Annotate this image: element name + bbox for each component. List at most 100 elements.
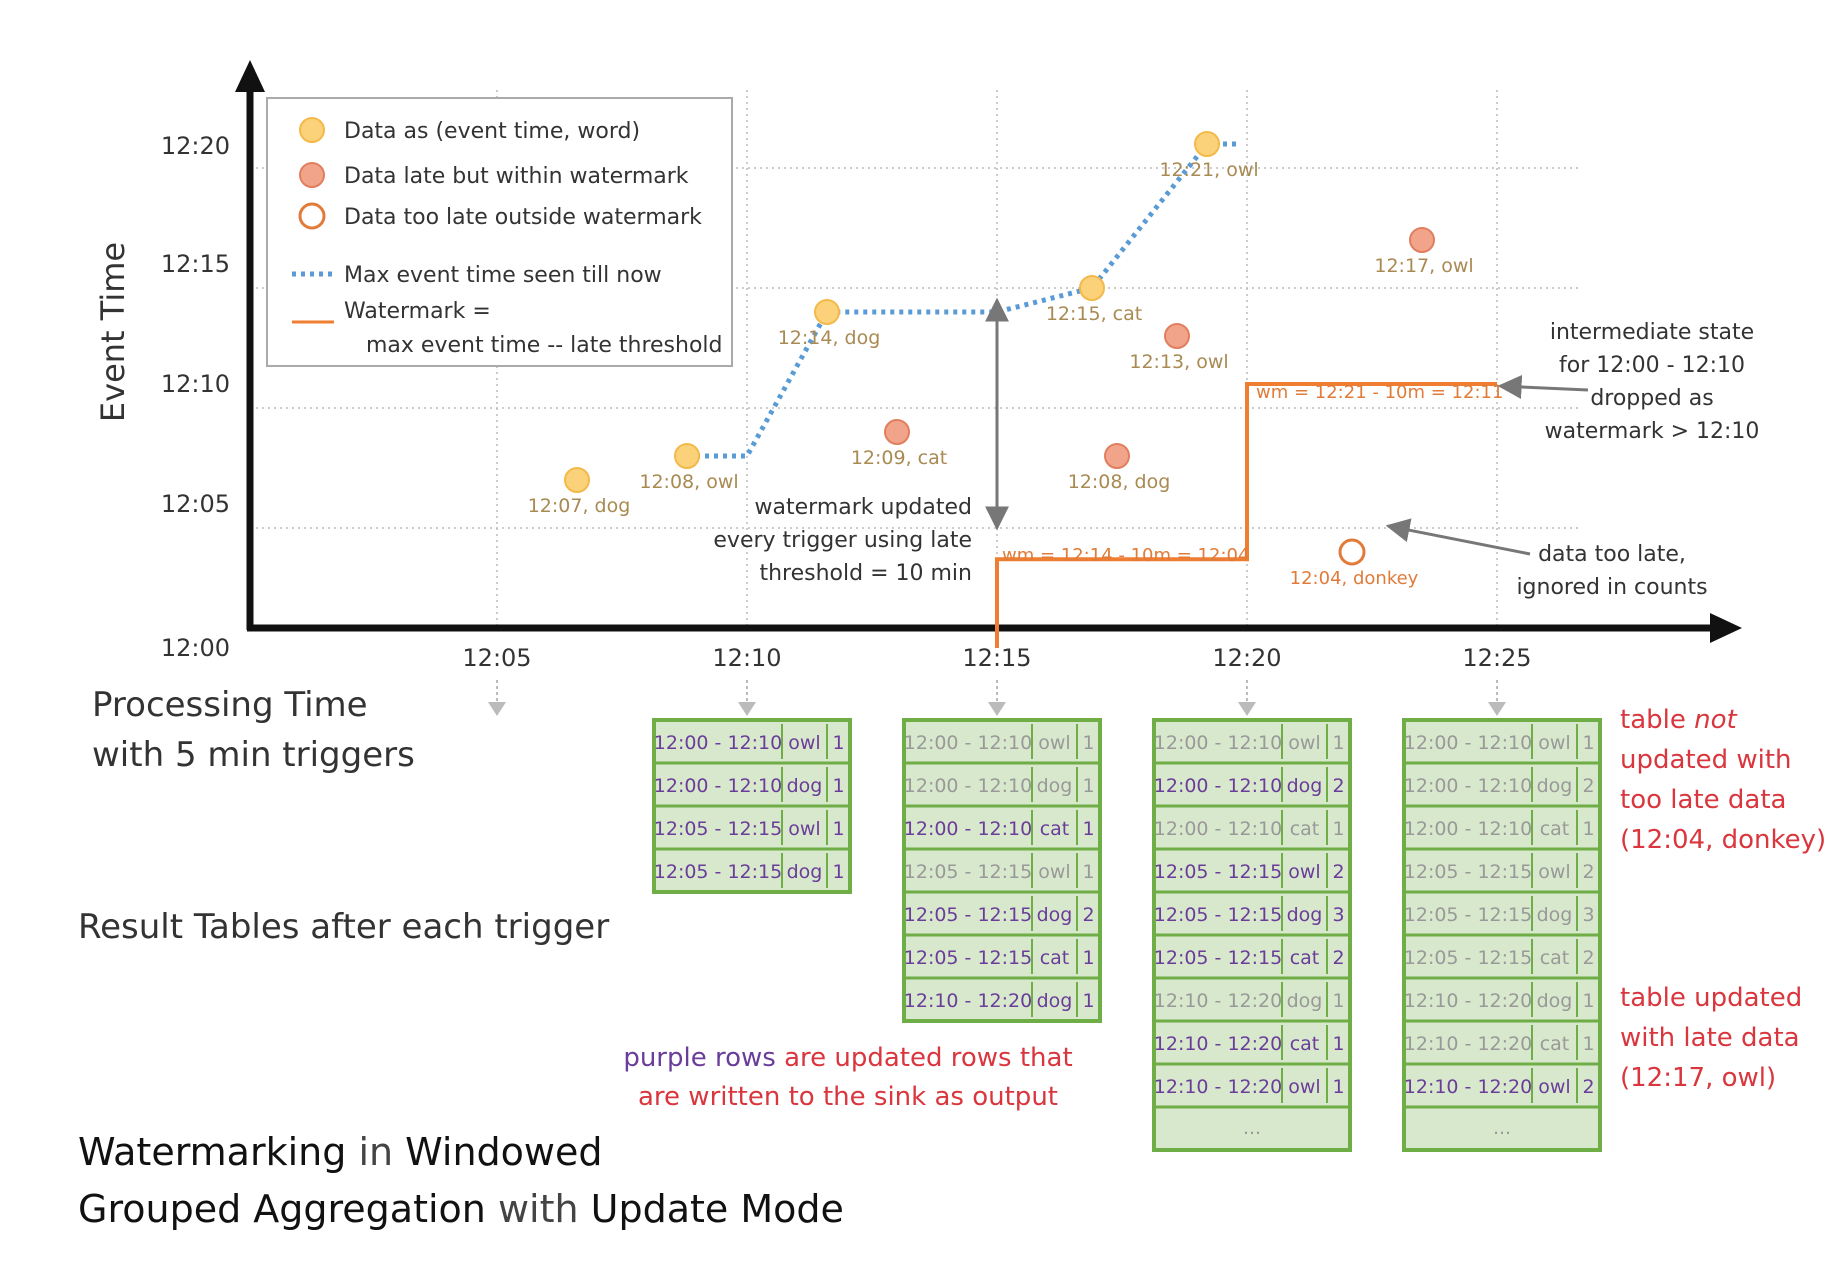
table-cell-window: 12:00 - 12:10 bbox=[654, 732, 782, 754]
table-cell-count: 3 bbox=[1332, 904, 1344, 926]
table-cell-word: owl bbox=[1538, 861, 1570, 883]
table-cell-word: cat bbox=[1290, 947, 1320, 969]
table-cell-count: 1 bbox=[1582, 1033, 1594, 1055]
table-cell-count: 2 bbox=[1582, 861, 1594, 883]
table-cell-window: 12:05 - 12:15 bbox=[904, 861, 1032, 883]
x-tick-label: 12:25 bbox=[1462, 644, 1531, 672]
table-cell-count: 2 bbox=[1582, 1076, 1594, 1098]
note-intermediate-state: for 12:00 - 12:10 bbox=[1559, 353, 1745, 378]
table-cell-count: 1 bbox=[1082, 947, 1094, 969]
data-point-label: 12:17, owl bbox=[1374, 255, 1473, 277]
table-cell-count: 1 bbox=[1332, 1076, 1344, 1098]
watermark-label-second: wm = 12:21 - 10m = 12:11 bbox=[1256, 382, 1503, 403]
table-cell-word: owl bbox=[1038, 732, 1070, 754]
note-table-not-updated: updated with bbox=[1620, 745, 1792, 775]
x-tick-label: 12:20 bbox=[1212, 644, 1281, 672]
x-axis-arrowhead bbox=[1710, 613, 1742, 643]
data-point-late bbox=[1164, 323, 1190, 349]
table-cell-word: cat bbox=[1290, 1033, 1320, 1055]
note-intermediate-state: watermark > 12:10 bbox=[1545, 419, 1760, 444]
table-cell-window: 12:00 - 12:10 bbox=[1154, 818, 1282, 840]
table-cell-count: 1 bbox=[1082, 990, 1094, 1012]
table-cell-word: owl bbox=[1538, 1076, 1570, 1098]
data-point-label: 12:21, owl bbox=[1159, 159, 1258, 181]
legend-label: max event time -- late threshold bbox=[366, 333, 723, 358]
table-cell-window: 12:05 - 12:15 bbox=[1404, 904, 1532, 926]
table-cell-count: 1 bbox=[832, 775, 844, 797]
table-cell-count: 1 bbox=[1332, 990, 1344, 1012]
note-table-updated: with late data bbox=[1620, 1023, 1800, 1053]
trigger-arrow-head bbox=[1488, 702, 1506, 716]
table-cell-word: cat bbox=[1540, 947, 1570, 969]
table-cell-count: 1 bbox=[1082, 732, 1094, 754]
data-point-label: 12:15, cat bbox=[1046, 303, 1142, 325]
table-cell-count: 1 bbox=[832, 861, 844, 883]
note-intermediate-state: dropped as bbox=[1590, 386, 1713, 411]
title-part: Grouped Aggregation bbox=[78, 1187, 486, 1231]
trigger-arrow-head bbox=[988, 702, 1006, 716]
note-text-italic: not bbox=[1694, 705, 1737, 735]
table-cell-window: 12:10 - 12:20 bbox=[1404, 1076, 1532, 1098]
y-axis-title: Event Time bbox=[94, 242, 132, 422]
title-part: with bbox=[486, 1187, 591, 1231]
table-cell-word: dog bbox=[1287, 990, 1323, 1012]
table-cell-count: 1 bbox=[1082, 775, 1094, 797]
table-cell-count: 1 bbox=[832, 732, 844, 754]
data-point-ontime bbox=[564, 467, 590, 493]
table-cell-window: 12:00 - 12:10 bbox=[1404, 818, 1532, 840]
table-cell-count: 1 bbox=[1082, 861, 1094, 883]
data-point-ontime bbox=[814, 299, 840, 325]
table-cell-word: owl bbox=[1288, 861, 1320, 883]
table-cell-word: cat bbox=[1540, 1033, 1570, 1055]
note-purple-rows: purple rows are updated rows that bbox=[623, 1043, 1072, 1073]
trigger-arrow-head bbox=[488, 702, 506, 716]
table-cell-window: 12:00 - 12:10 bbox=[1154, 732, 1282, 754]
table-cell-window: 12:05 - 12:15 bbox=[1404, 861, 1532, 883]
y-tick-label: 12:00 bbox=[161, 634, 230, 662]
table-cell-word: owl bbox=[788, 818, 820, 840]
table-cell-count: 2 bbox=[1332, 947, 1344, 969]
series-layer: 12:07, dog 12:08, owl 12:14, dog 12:09, cat… bbox=[528, 131, 1497, 648]
table-ellipsis: ... bbox=[1243, 1117, 1261, 1139]
note-table-updated: table updated bbox=[1620, 983, 1802, 1013]
title-part: Update Mode bbox=[591, 1187, 844, 1231]
table-cell-window: 12:05 - 12:15 bbox=[1154, 861, 1282, 883]
table-cell-word: owl bbox=[788, 732, 820, 754]
axes bbox=[235, 60, 1742, 643]
table-cell-count: 2 bbox=[1332, 861, 1344, 883]
table-cell-window: 12:10 - 12:20 bbox=[1154, 1076, 1282, 1098]
table-cell-window: 12:00 - 12:10 bbox=[904, 732, 1032, 754]
table-cell-word: dog bbox=[1537, 904, 1573, 926]
data-point-late bbox=[884, 419, 910, 445]
table-cell-window: 12:05 - 12:15 bbox=[1154, 947, 1282, 969]
data-point-label: 12:04, donkey bbox=[1290, 568, 1419, 589]
table-cell-word: owl bbox=[1288, 1076, 1320, 1098]
table-cell-window: 12:05 - 12:15 bbox=[1154, 904, 1282, 926]
data-point-ontime bbox=[674, 443, 700, 469]
legend-label: Data too late outside watermark bbox=[344, 205, 702, 230]
table-cell-word: dog bbox=[787, 775, 823, 797]
table-cell-window: 12:10 - 12:20 bbox=[1404, 990, 1532, 1012]
y-axis-arrowhead bbox=[235, 60, 265, 92]
table-cell-window: 12:00 - 12:10 bbox=[1404, 732, 1532, 754]
data-point-label: 12:08, dog bbox=[1068, 471, 1171, 493]
result-tables: 12:00 - 12:10 owl 112:00 - 12:10 dog 112:05 … bbox=[652, 718, 1602, 1152]
trigger-arrow-head bbox=[1238, 702, 1256, 716]
note-too-late: ignored in counts bbox=[1516, 575, 1707, 600]
legend-ontime-swatch bbox=[299, 117, 325, 143]
table-cell-word: dog bbox=[1537, 775, 1573, 797]
title-part: Watermarking bbox=[78, 1130, 346, 1174]
result-table: 12:00 - 12:10 owl 112:00 - 12:10 dog 112:05 … bbox=[652, 718, 852, 894]
note-table-updated: (12:17, owl) bbox=[1620, 1063, 1776, 1093]
x-tick-label: 12:10 bbox=[712, 644, 781, 672]
note-purple-rows: are written to the sink as output bbox=[638, 1082, 1058, 1112]
table-cell-word: cat bbox=[1040, 818, 1070, 840]
table-cell-count: 1 bbox=[1582, 818, 1594, 840]
legend-late-swatch bbox=[299, 162, 325, 188]
data-point-label: 12:13, owl bbox=[1129, 351, 1228, 373]
table-cell-word: owl bbox=[1038, 861, 1070, 883]
title-part: Windowed bbox=[405, 1130, 602, 1174]
watermark-label-first: wm = 12:14 - 10m = 12:04 bbox=[1002, 545, 1249, 566]
note-table-not-updated: (12:04, donkey) bbox=[1620, 825, 1826, 855]
table-cell-count: 1 bbox=[1332, 1033, 1344, 1055]
